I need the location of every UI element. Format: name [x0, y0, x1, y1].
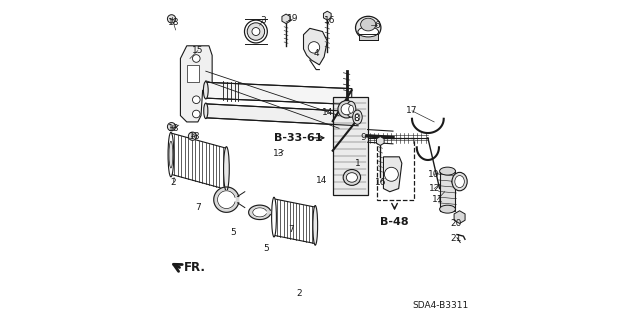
- Circle shape: [168, 15, 175, 23]
- Ellipse shape: [455, 176, 465, 188]
- Text: 4: 4: [314, 49, 319, 58]
- Bar: [440, 170, 456, 211]
- Polygon shape: [206, 104, 358, 126]
- Text: 8: 8: [354, 114, 359, 123]
- Text: 7: 7: [289, 225, 294, 234]
- Polygon shape: [383, 157, 402, 192]
- Text: 20: 20: [450, 219, 461, 228]
- Text: 12: 12: [429, 184, 440, 193]
- Ellipse shape: [440, 205, 456, 213]
- Ellipse shape: [223, 147, 229, 191]
- Ellipse shape: [168, 132, 174, 177]
- Text: B-33-61: B-33-61: [273, 133, 322, 143]
- Bar: [377, 138, 413, 200]
- Ellipse shape: [360, 18, 376, 31]
- Bar: [333, 97, 367, 195]
- Polygon shape: [218, 191, 235, 209]
- Text: 2: 2: [296, 289, 302, 298]
- Text: 5: 5: [263, 244, 269, 253]
- Text: 3: 3: [260, 16, 266, 25]
- Text: 2: 2: [171, 178, 176, 187]
- Ellipse shape: [247, 23, 265, 40]
- Text: 11: 11: [431, 195, 443, 204]
- Text: 13: 13: [273, 149, 285, 158]
- Text: 18: 18: [168, 124, 179, 133]
- Ellipse shape: [343, 170, 360, 185]
- Polygon shape: [303, 28, 327, 65]
- Ellipse shape: [204, 82, 208, 99]
- Text: 17: 17: [406, 106, 418, 115]
- Polygon shape: [206, 82, 352, 105]
- Bar: [358, 34, 378, 40]
- Circle shape: [193, 55, 200, 62]
- Ellipse shape: [356, 16, 381, 39]
- Ellipse shape: [346, 101, 356, 117]
- Ellipse shape: [169, 141, 173, 168]
- Polygon shape: [253, 208, 266, 217]
- Text: 14: 14: [316, 176, 327, 185]
- Ellipse shape: [313, 205, 317, 245]
- Circle shape: [193, 96, 200, 104]
- Text: FR.: FR.: [184, 261, 206, 274]
- Circle shape: [168, 123, 175, 131]
- Polygon shape: [180, 46, 212, 122]
- Ellipse shape: [244, 20, 268, 43]
- Text: 6: 6: [374, 21, 380, 30]
- Ellipse shape: [440, 167, 456, 175]
- Text: SDA4-B3311: SDA4-B3311: [412, 301, 468, 310]
- Text: 19: 19: [287, 14, 299, 23]
- Ellipse shape: [355, 114, 360, 121]
- Ellipse shape: [204, 103, 208, 119]
- Text: B-48: B-48: [380, 217, 409, 227]
- Bar: [187, 65, 200, 82]
- Text: 10: 10: [428, 170, 440, 179]
- Circle shape: [385, 167, 398, 181]
- Ellipse shape: [341, 104, 352, 115]
- Text: 14: 14: [323, 108, 333, 117]
- Text: 1: 1: [355, 159, 361, 168]
- Text: 5: 5: [230, 228, 236, 237]
- Ellipse shape: [271, 197, 276, 237]
- Circle shape: [193, 110, 200, 118]
- Text: 18: 18: [168, 19, 179, 28]
- Circle shape: [308, 42, 320, 53]
- Text: 15: 15: [192, 46, 204, 55]
- Ellipse shape: [252, 28, 260, 36]
- Ellipse shape: [358, 27, 378, 37]
- Ellipse shape: [353, 110, 362, 124]
- Text: 21: 21: [450, 234, 461, 243]
- Text: 16: 16: [374, 178, 386, 187]
- Ellipse shape: [349, 105, 353, 113]
- Text: 9: 9: [360, 133, 365, 142]
- Polygon shape: [214, 187, 239, 212]
- Circle shape: [188, 132, 196, 140]
- Ellipse shape: [346, 173, 357, 182]
- Text: 7: 7: [195, 203, 201, 212]
- Text: 18: 18: [189, 132, 200, 141]
- Ellipse shape: [338, 100, 355, 118]
- Text: 16: 16: [324, 16, 335, 25]
- Ellipse shape: [452, 172, 467, 191]
- Polygon shape: [249, 205, 270, 220]
